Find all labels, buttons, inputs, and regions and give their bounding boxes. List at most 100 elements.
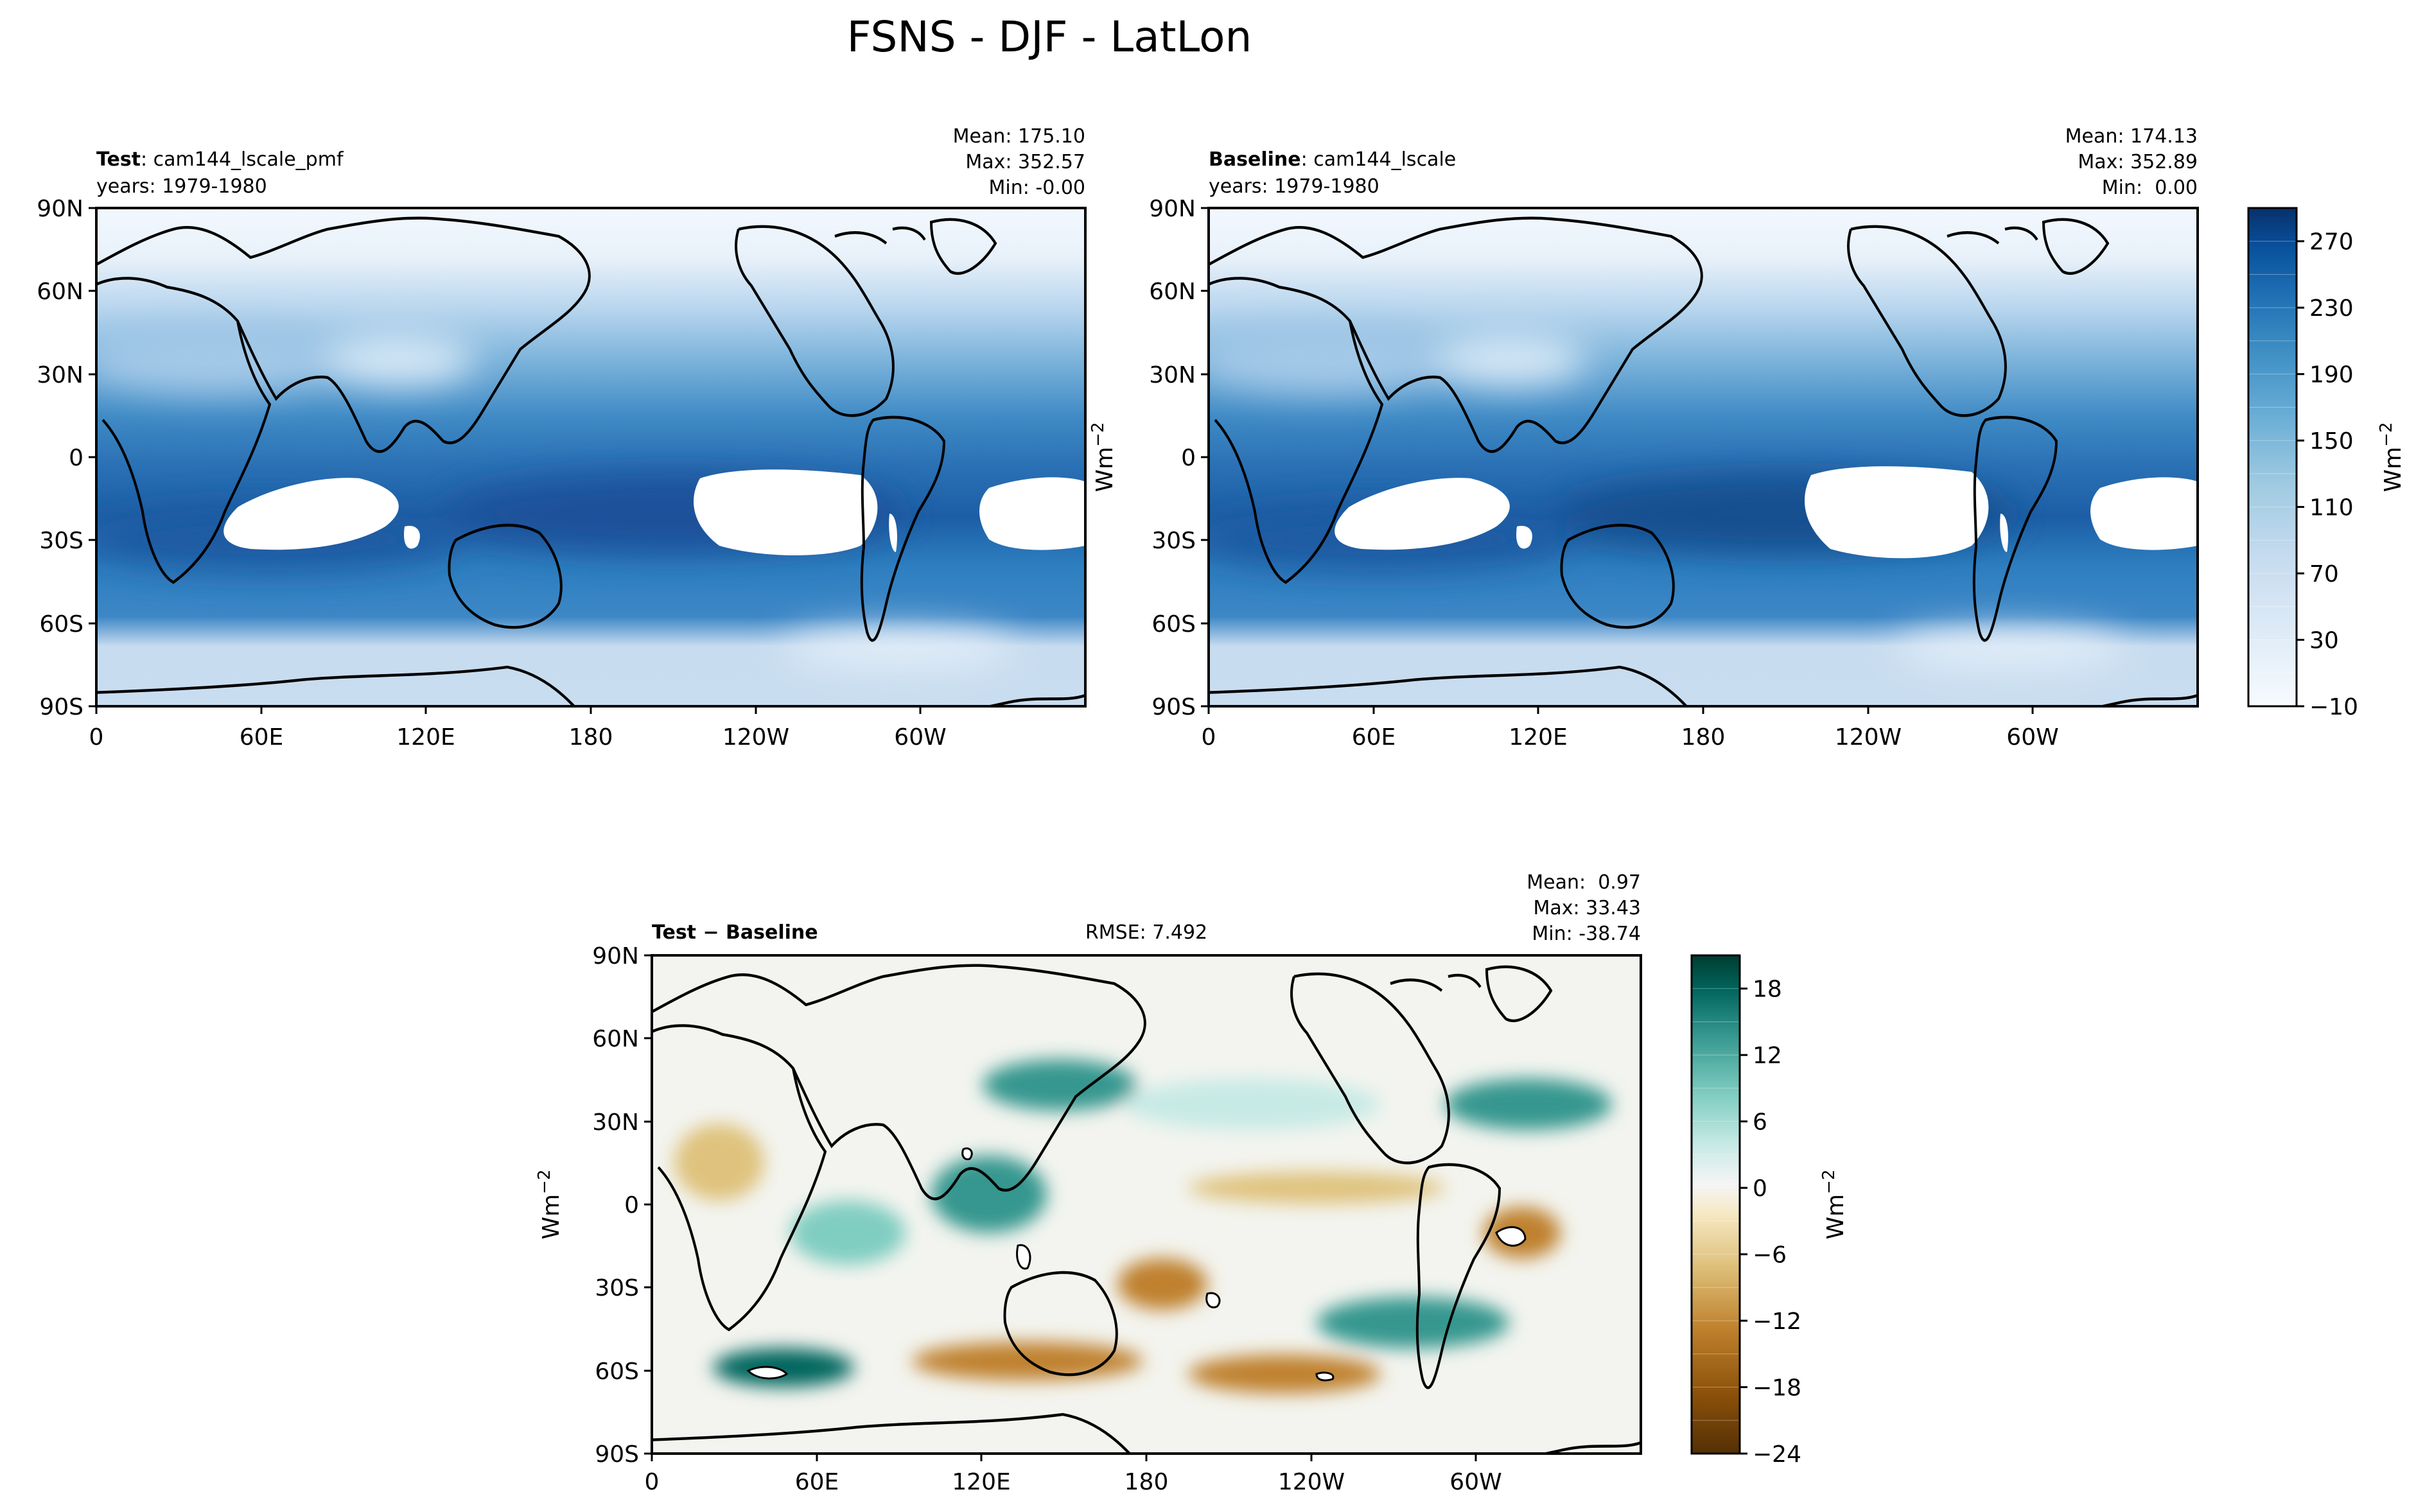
diff-teal-maritime [931,1156,1047,1233]
baseline-lat-axis: 90N 60N 30N 0 30S 60S 90S [1149,196,1209,720]
blues-colorbar-frame [2247,207,2298,708]
blues-colorbar-fill [2248,208,2297,706]
blues-colorbar: 270 230 190 150 110 70 30 −10 Wm−2 [2247,207,2406,720]
test-label: Test: cam144_lscale_pmf [96,148,344,171]
test-lat-tick-60s: 60S [39,611,83,638]
diff-lon-tick-60w: 60W [1449,1469,1501,1495]
diff-lon-tick-120w: 120W [1278,1469,1345,1495]
test-lon-axis: 0 60E 120E 180 120W 60W [89,706,947,751]
test-stat-min: Min: -0.00 [989,177,1086,199]
baseline-white-south-pacific [1805,466,1989,559]
diff-light-teal-north-pacific [1124,1079,1381,1130]
diff-lat-tick-60s: 60S [595,1359,639,1385]
diff-white-regions [746,1147,1527,1382]
test-lat-tick-30s: 30S [39,528,83,554]
baseline-white-regions [1335,466,2198,559]
test-white-south-atlantic-indian [223,478,399,550]
brbg-colorbar-tick-label: 0 [1753,1176,1767,1202]
test-lat-tick-60n: 60N [37,279,83,305]
baseline-years: years: 1979-1980 [1209,175,1379,198]
test-light-south-ocean [783,629,1015,668]
baseline-lon-tick-120e: 120E [1509,724,1567,751]
test-label-bold: Test [96,148,141,171]
test-lat-axis: 90N 60N 30N 0 30S 60S 90S [37,196,96,720]
baseline-field-background [1209,208,2198,706]
baseline-light-tibet [1432,334,1586,385]
blues-colorbar-label: Wm−2 [2377,422,2406,492]
brbg-colorbar-tick-label: 6 [1753,1109,1767,1136]
diff-teal-south-pacific [1317,1297,1509,1348]
baseline-lon-tick-180: 180 [1681,724,1726,751]
test-lat-tick-0: 0 [69,445,83,471]
baseline-lat-tick-60s: 60S [1151,611,1196,638]
baseline-stat-max: Max: 352.89 [2078,151,2198,173]
baseline-panel: Baseline: cam144_lscale years: 1979-1980… [1149,125,2199,751]
brbg-colorbar-tick-label: −24 [1753,1441,1801,1468]
test-white-south-pacific [694,469,878,555]
baseline-lat-tick-90n: 90N [1149,196,1196,222]
baseline-label: Baseline: cam144_lscale [1209,148,1456,171]
brbg-colorbar-tick-label: −12 [1753,1308,1801,1335]
diff-teal-indian [790,1201,906,1265]
blues-colorbar-tick-label: 70 [2309,561,2339,587]
diff-teal-north-atlantic [1445,1079,1612,1130]
diff-lon-tick-0: 0 [645,1469,660,1495]
test-years: years: 1979-1980 [96,175,267,198]
diff-rmse: RMSE: 7.492 [1085,921,1207,944]
diff-lat-tick-0: 0 [624,1192,639,1219]
test-lon-tick-60e: 60E [240,724,284,751]
diff-lat-tick-90s: 90S [595,1441,639,1468]
test-light-sahara [96,327,340,392]
baseline-lat-tick-60n: 60N [1149,279,1196,305]
baseline-lat-tick-30s: 30S [1151,528,1196,554]
diff-stat-min: Min: -38.74 [1532,923,1641,945]
diff-label-bold: Test − Baseline [652,921,818,944]
diff-lon-axis: 0 60E 120E 180 120W 60W [645,1454,1502,1495]
diff-white-blob-south-ocean [1315,1371,1335,1382]
test-light-tibet [321,334,475,385]
brbg-colorbar-tick-label: −18 [1753,1375,1801,1402]
test-stat-max: Max: 352.57 [965,151,1085,173]
diff-white-blob-south-pacific [1205,1292,1221,1308]
diff-lat-tick-60n: 60N [592,1026,639,1052]
blues-colorbar-ticks: 270 230 190 150 110 70 30 −10 [2297,229,2358,720]
test-map-field [96,208,1085,706]
baseline-map-field [1209,208,2198,706]
baseline-white-south-atlantic-indian [1335,478,1510,550]
blues-colorbar-tick-label: 230 [2309,295,2354,322]
test-lat-tick-90s: 90S [39,694,83,720]
test-lon-tick-120e: 120E [396,724,455,751]
brbg-colorbar-frame [1690,954,1741,1455]
test-white-australia-west [404,526,420,549]
baseline-lon-axis: 0 60E 120E 180 120W 60W [1202,706,2059,751]
baseline-label-bold: Baseline [1209,148,1301,171]
difference-panel: Test − Baseline RMSE: 7.492 Mean: 0.97 M… [535,871,1642,1495]
baseline-label-model: : cam144_lscale [1301,148,1457,171]
diff-lat-tick-30n: 30N [592,1109,639,1136]
diff-lat-axis: 90N 60N 30N 0 30S 60S 90S [592,943,652,1468]
baseline-lat-tick-0: 0 [1181,445,1196,471]
diff-white-blob-south-atlantic [746,1366,789,1380]
baseline-lat-tick-90s: 90S [1151,694,1196,720]
blues-colorbar-tick-label: 150 [2309,428,2354,455]
blues-colorbar-tick-label: 190 [2309,362,2354,388]
diff-map-field [652,955,1641,1454]
diff-lat-tick-90n: 90N [592,943,639,969]
baseline-lat-tick-30n: 30N [1149,362,1196,388]
baseline-light-sahara [1209,327,1451,392]
diff-brown-tropical-pacific [1188,1172,1445,1204]
blues-colorbar-tick-label: 270 [2309,229,2354,256]
brbg-colorbar-tick-label: 18 [1753,977,1782,1003]
diff-lon-tick-120e: 120E [952,1469,1010,1495]
diff-ylabel: Wm−2 [535,1170,565,1240]
test-field-background [96,208,1085,706]
test-lon-tick-60w: 60W [894,724,946,751]
brbg-colorbar-tick-label: 12 [1753,1043,1782,1069]
brbg-colorbar-fill [1692,955,1740,1454]
test-lat-tick-30n: 30N [37,362,83,388]
baseline-white-australia-west [1516,526,1532,549]
blues-colorbar-level-lines [2248,241,2297,673]
diff-lon-tick-180: 180 [1125,1469,1169,1495]
brbg-colorbar: 18 12 6 0 −6 −12 −18 −24 Wm−2 [1690,954,1849,1468]
test-label-model: : cam144_lscale_pmf [141,148,344,171]
